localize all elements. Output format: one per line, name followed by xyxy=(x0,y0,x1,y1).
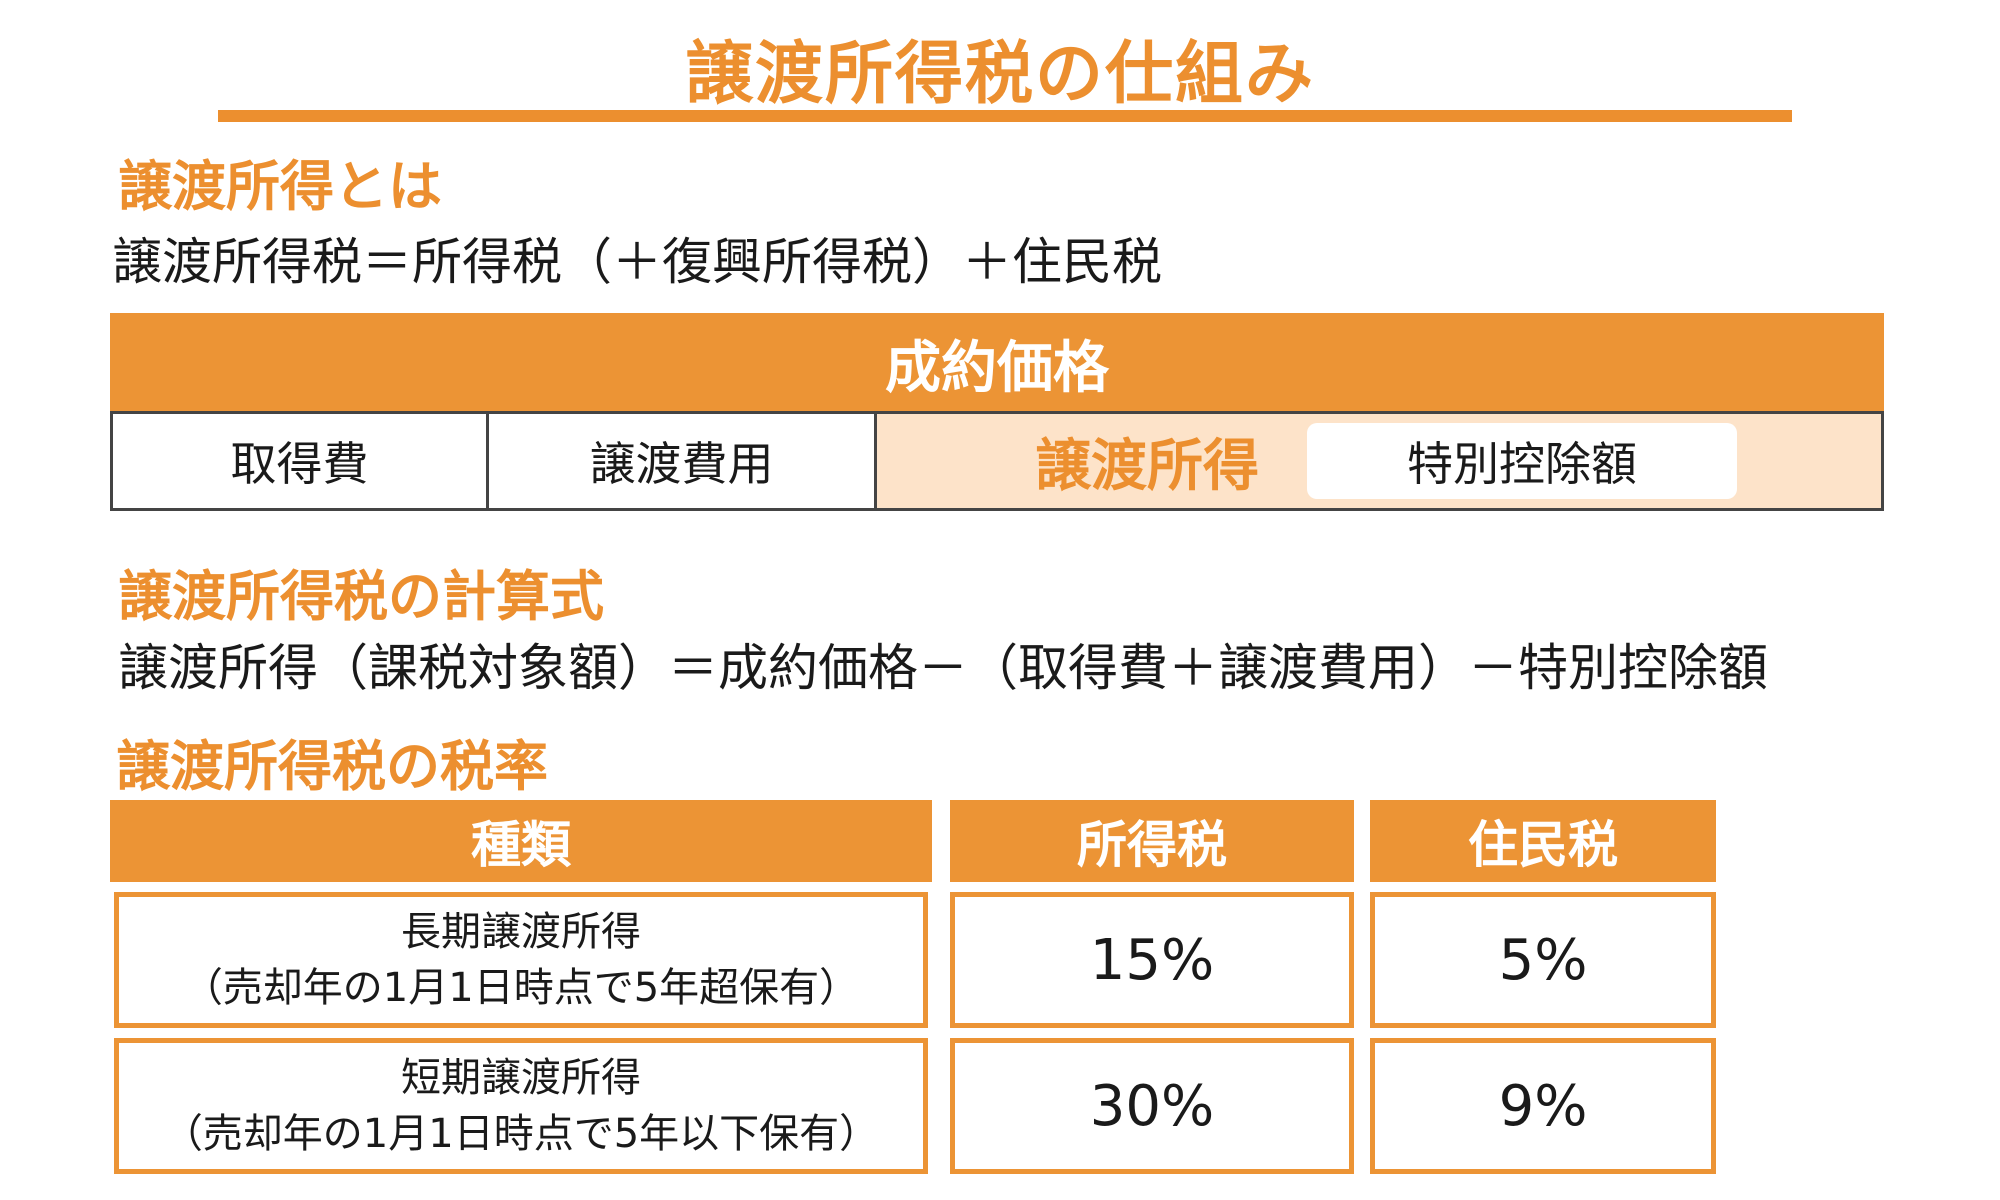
transfer-income-label: 譲渡所得 xyxy=(1035,433,1259,499)
price-diagram-row: 取得費 譲渡費用 譲渡所得 特別控除額 xyxy=(110,411,1884,511)
formula-text: 譲渡所得（課税対象額）＝成約価格－（取得費＋譲渡費用）－特別控除額 xyxy=(118,639,1768,697)
long-term-resident-tax-rate: 5% xyxy=(1370,892,1716,1028)
price-diagram-header: 成約価格 xyxy=(110,313,1884,413)
table-row-short-term-kind: 短期譲渡所得 （売却年の1月1日時点で5年以下保有） xyxy=(114,1038,928,1174)
table-header-income-tax: 所得税 xyxy=(950,800,1354,882)
section-heading-formula: 譲渡所得税の計算式 xyxy=(118,565,604,628)
table-row-long-term-kind: 長期譲渡所得 （売却年の1月1日時点で5年超保有） xyxy=(114,892,928,1028)
section-heading-rates: 譲渡所得税の税率 xyxy=(116,735,548,798)
table-header-kind: 種類 xyxy=(110,800,932,882)
short-term-label: 短期譲渡所得 xyxy=(401,1055,641,1101)
short-term-income-tax-rate: 30% xyxy=(950,1038,1354,1174)
table-header-resident-tax: 住民税 xyxy=(1370,800,1716,882)
special-deduction-box: 特別控除額 xyxy=(1307,423,1737,499)
acquisition-cost-cell: 取得費 xyxy=(113,414,489,508)
short-term-resident-tax-rate: 9% xyxy=(1370,1038,1716,1174)
long-term-label: 長期譲渡所得 xyxy=(401,909,641,955)
transfer-income-cell: 譲渡所得 特別控除額 xyxy=(877,414,1881,508)
long-term-condition: （売却年の1月1日時点で5年超保有） xyxy=(182,965,860,1011)
section-heading-about: 譲渡所得とは xyxy=(118,155,442,218)
tax-composition-text: 譲渡所得税＝所得税（＋復興所得税）＋住民税 xyxy=(112,233,1162,291)
transfer-expense-cell: 譲渡費用 xyxy=(489,414,877,508)
short-term-condition: （売却年の1月1日時点で5年以下保有） xyxy=(162,1111,880,1157)
title-underline xyxy=(218,110,1792,122)
page-title: 譲渡所得税の仕組み xyxy=(684,35,1315,114)
long-term-income-tax-rate: 15% xyxy=(950,892,1354,1028)
